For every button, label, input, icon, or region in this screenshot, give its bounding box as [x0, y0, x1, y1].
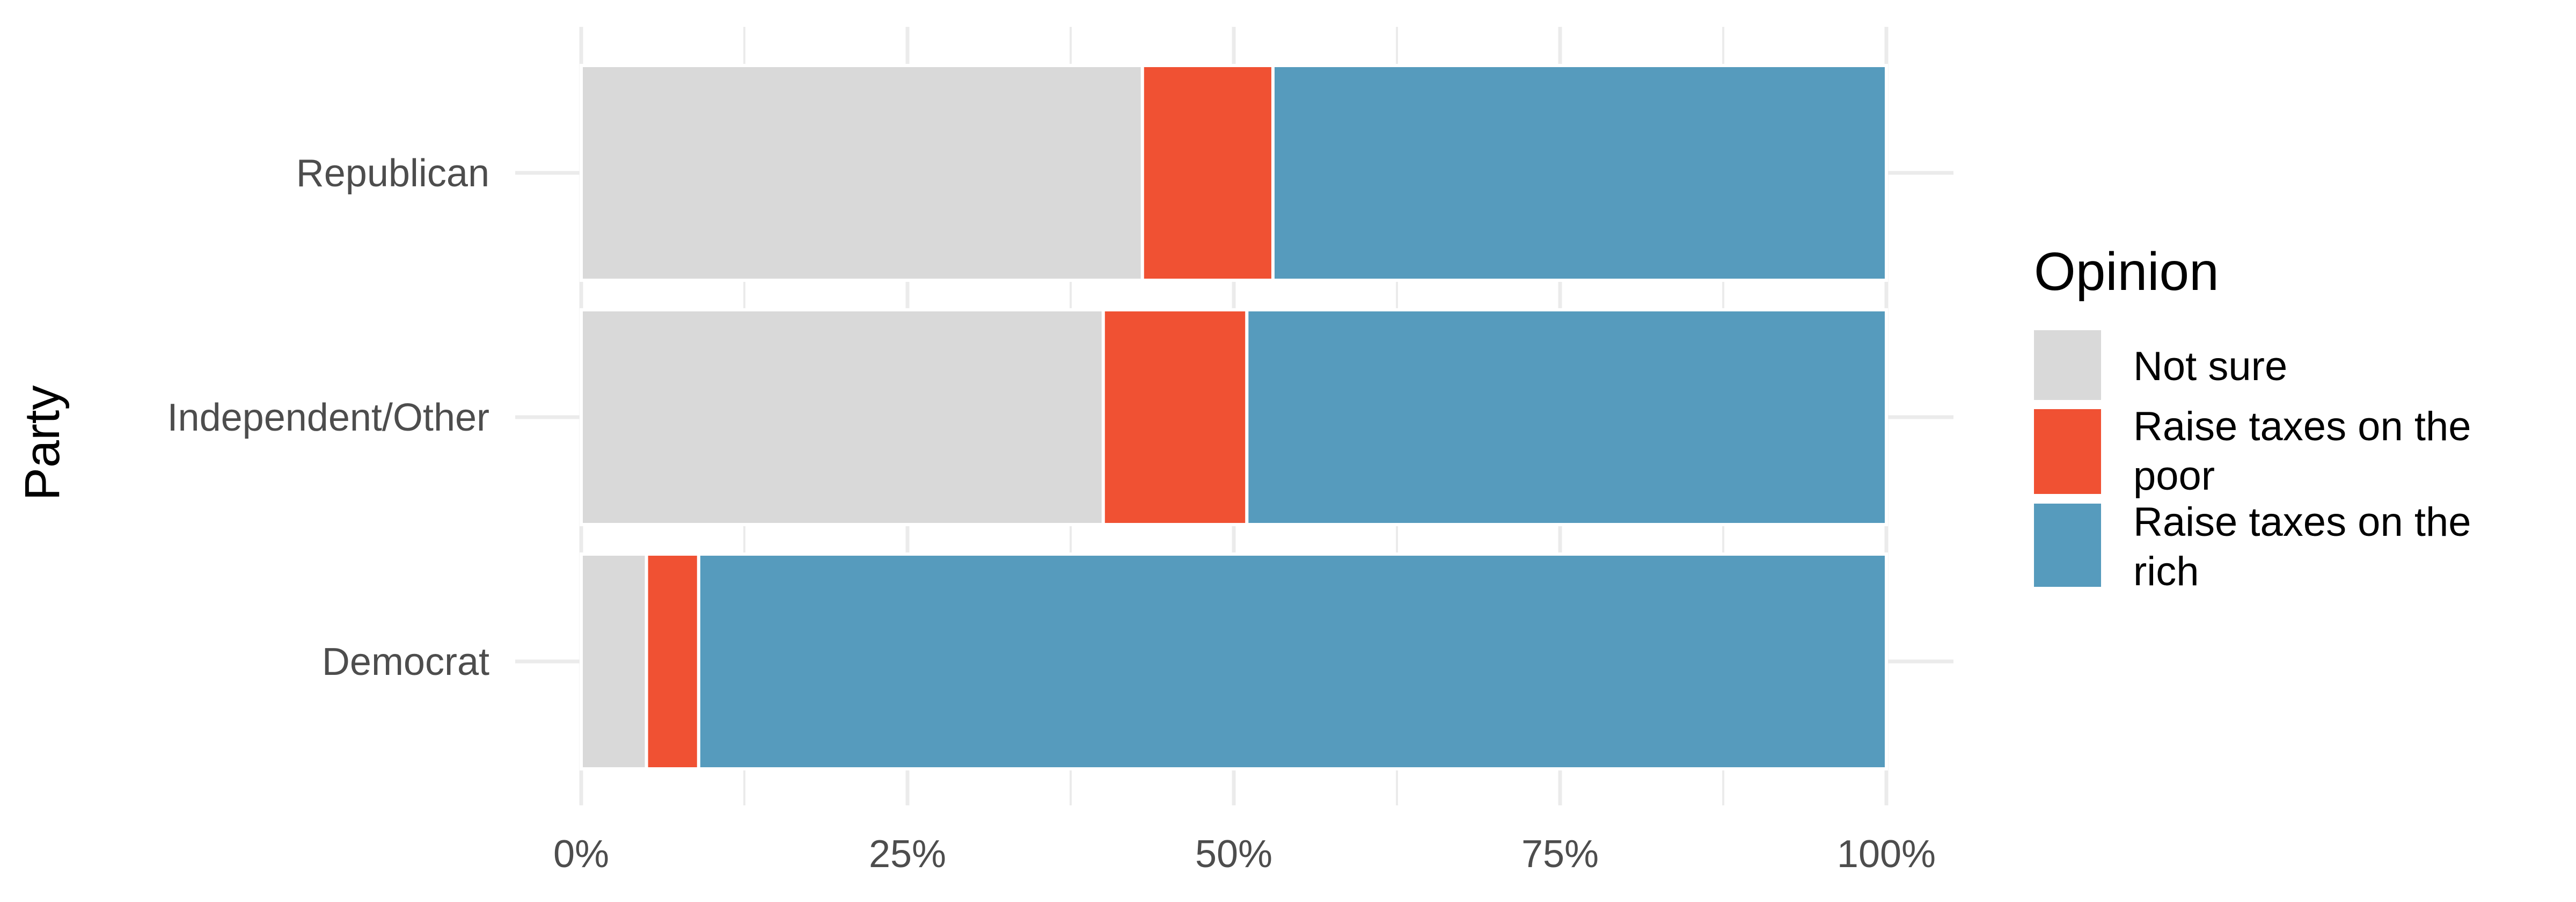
bar-segment: [1271, 64, 1888, 282]
x-tick-label: 25%: [869, 833, 946, 876]
bar-segment: [697, 552, 1889, 770]
bar-segment: [1101, 308, 1249, 526]
legend-label: Not sure: [2133, 344, 2287, 389]
y-tick-label: Independent/Other: [167, 396, 489, 439]
x-tick-label: 100%: [1837, 833, 1936, 876]
legend-label: Raise taxes on the: [2133, 499, 2471, 545]
x-tick-label: 0%: [553, 833, 609, 876]
legend-key: [2034, 504, 2101, 587]
y-axis-title: Party: [15, 385, 70, 501]
x-tick-label: 50%: [1195, 833, 1272, 876]
x-tick-label: 75%: [1521, 833, 1599, 876]
bar-segment: [1140, 64, 1275, 282]
legend-label: Raise taxes on the: [2133, 404, 2471, 449]
bar-segment: [580, 64, 1144, 282]
bar-segment: [645, 552, 700, 770]
bars: [580, 64, 1889, 770]
bar-segment: [580, 552, 648, 770]
tick-labels: Republican Independent/Other Democrat 0% 25%…: [167, 152, 1936, 876]
y-tick-label: Republican: [296, 152, 489, 195]
legend-key: [2034, 409, 2101, 494]
y-tick-label: Democrat: [322, 641, 489, 683]
legend-label: rich: [2133, 549, 2199, 594]
legend-label: poor: [2133, 453, 2215, 499]
legend: Opinion Not sure Raise taxes on thepoorRai…: [2034, 242, 2471, 594]
bar-segment: [580, 308, 1105, 526]
legend-title: Opinion: [2034, 242, 2219, 302]
bar-segment: [1245, 308, 1889, 526]
legend-key: [2034, 330, 2101, 400]
